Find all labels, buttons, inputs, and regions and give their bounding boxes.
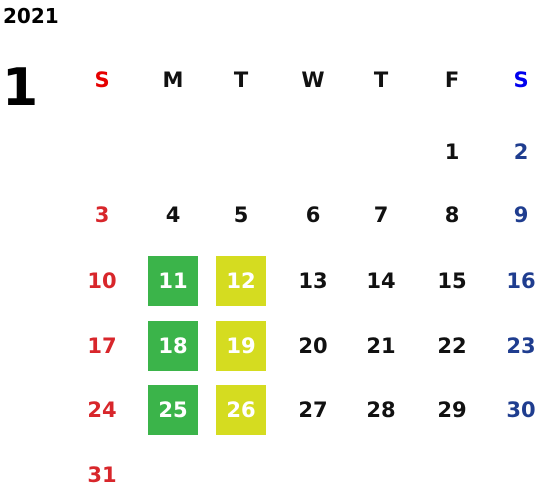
day: 7	[373, 203, 389, 227]
day: 9	[513, 203, 529, 227]
day: 11	[158, 269, 188, 293]
day: 28	[366, 398, 396, 422]
day: 16	[506, 269, 536, 293]
day: 20	[298, 334, 328, 358]
day: 26	[226, 398, 256, 422]
day: 10	[87, 269, 117, 293]
year: 2021	[3, 4, 59, 28]
day: 13	[298, 269, 328, 293]
day: 15	[437, 269, 467, 293]
day: 3	[94, 203, 110, 227]
day: 21	[366, 334, 396, 358]
day: 6	[305, 203, 321, 227]
day: 27	[298, 398, 328, 422]
day: 31	[87, 463, 117, 487]
weekday-header: F	[444, 68, 460, 92]
day: 5	[233, 203, 249, 227]
day: 1	[444, 140, 460, 164]
day: 8	[444, 203, 460, 227]
day: 25	[158, 398, 188, 422]
highlight	[148, 256, 198, 306]
day: 4	[165, 203, 181, 227]
day: 23	[506, 334, 536, 358]
weekday-header: T	[373, 68, 389, 92]
highlight	[216, 385, 266, 435]
weekday-header: W	[301, 68, 325, 92]
day: 30	[506, 398, 536, 422]
day: 24	[87, 398, 117, 422]
day: 29	[437, 398, 467, 422]
weekday-header: S	[513, 68, 529, 92]
weekday-header: M	[162, 68, 184, 92]
day: 2	[513, 140, 529, 164]
highlight	[148, 385, 198, 435]
day: 22	[437, 334, 467, 358]
weekday-header: T	[233, 68, 249, 92]
highlight	[216, 321, 266, 371]
day: 17	[87, 334, 117, 358]
day: 12	[226, 269, 256, 293]
day: 14	[366, 269, 396, 293]
weekday-header: S	[94, 68, 110, 92]
day: 18	[158, 334, 188, 358]
highlight	[216, 256, 266, 306]
month: 1	[2, 58, 39, 118]
day: 19	[226, 334, 256, 358]
highlight	[148, 321, 198, 371]
